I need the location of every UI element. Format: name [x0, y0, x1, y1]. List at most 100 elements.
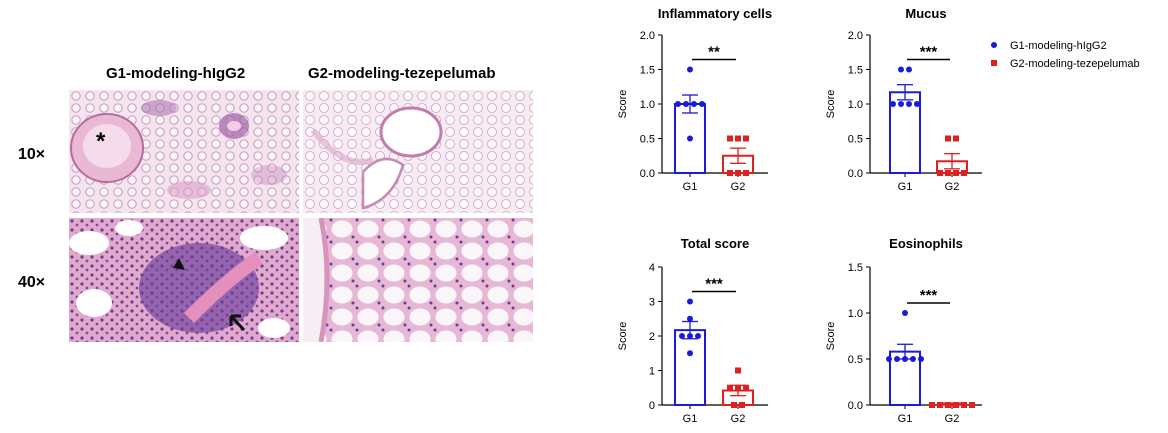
data-point-g2 [743, 135, 749, 142]
y-tick-label: 0.5 [848, 134, 863, 146]
y-tick-label: 1.0 [640, 99, 655, 111]
y-tick-label: 0.0 [640, 168, 655, 180]
data-point-g2 [953, 170, 959, 176]
significance-label: *** [920, 287, 938, 304]
data-point-g1 [687, 66, 693, 73]
column-title-g1: G1-modeling-hIgG2 [106, 65, 246, 82]
data-point-g1 [886, 356, 892, 362]
data-point-g1 [894, 356, 900, 362]
data-point-g1 [910, 356, 916, 362]
y-tick-label: 0.0 [848, 168, 863, 180]
y-tick-label: 0.5 [640, 134, 655, 146]
data-point-g2 [727, 384, 733, 391]
data-point-g2 [743, 384, 749, 391]
histology-image-g2-40x [303, 218, 533, 342]
y-axis-label: Score [825, 90, 837, 119]
data-point-g2 [929, 402, 935, 408]
y-tick-label: 2.0 [848, 30, 863, 42]
x-tick-label: G2 [731, 413, 746, 425]
y-axis-label: Score [825, 322, 837, 351]
data-point-g2 [735, 170, 741, 176]
data-point-g2 [937, 402, 943, 408]
data-point-g1 [679, 333, 685, 339]
significance-label: *** [920, 44, 938, 61]
data-point-g2 [969, 402, 975, 408]
data-point-g1 [918, 356, 924, 362]
data-point-g2 [735, 367, 741, 374]
y-tick-label: 0.5 [848, 354, 863, 366]
y-tick-label: 0 [649, 400, 655, 412]
y-tick-label: 1.5 [848, 65, 863, 77]
y-tick-label: 3 [649, 297, 655, 309]
data-point-g2 [953, 135, 959, 142]
y-tick-label: 1.0 [848, 308, 863, 320]
significance-label: *** [705, 276, 723, 293]
data-point-g2 [743, 170, 749, 176]
data-point-g1 [914, 101, 920, 107]
data-point-g1 [687, 315, 693, 322]
histology-image-g2-10x [303, 90, 533, 213]
row-label-40x: 40× [18, 274, 46, 291]
x-tick-label: G2 [945, 413, 960, 425]
y-tick-label: 4 [649, 262, 655, 274]
chart-title: Eosinophils [889, 236, 963, 251]
y-axis-label: Score [617, 90, 629, 119]
asterisk-marker: * [96, 128, 106, 155]
data-point-g2 [953, 402, 959, 408]
data-point-g2 [727, 170, 733, 176]
data-point-g1 [902, 310, 908, 316]
x-tick-label: G2 [945, 181, 960, 193]
y-axis-label: Score [617, 322, 629, 351]
y-tick-label: 0.0 [848, 400, 863, 412]
data-point-g2 [735, 384, 741, 391]
legend-marker-g1 [991, 42, 997, 48]
bar-g1 [674, 329, 706, 407]
data-point-g1 [699, 101, 705, 107]
data-point-g1 [898, 101, 904, 107]
y-tick-label: 1 [649, 366, 655, 378]
x-tick-label: G1 [898, 181, 913, 193]
data-point-g2 [961, 402, 967, 408]
data-point-g1 [687, 135, 693, 142]
data-point-g2 [961, 170, 967, 176]
data-point-g1 [687, 333, 693, 339]
data-point-g2 [945, 135, 951, 142]
legend-label: G1-modeling-hIgG2 [1010, 40, 1107, 52]
y-tick-label: 1.5 [848, 262, 863, 274]
histology-image-g1-10x: * [69, 90, 299, 213]
data-point-g2 [937, 170, 943, 176]
y-tick-label: 2 [649, 331, 655, 343]
significance-label: ** [708, 44, 720, 61]
data-point-g1 [687, 298, 693, 305]
y-tick-label: 2.0 [640, 30, 655, 42]
data-point-g2 [945, 170, 951, 176]
data-point-g1 [687, 350, 693, 357]
chart-title: Inflammatory cells [658, 6, 772, 21]
data-point-g1 [695, 333, 701, 339]
x-tick-label: G1 [898, 413, 913, 425]
column-title-g2: G2-modeling-tezepelumab [308, 65, 496, 82]
chart-title: Total score [681, 236, 749, 251]
x-tick-label: G1 [683, 413, 698, 425]
data-point-g1 [902, 356, 908, 362]
data-point-g1 [906, 101, 912, 107]
y-tick-label: 1.0 [848, 99, 863, 111]
data-point-g1 [691, 101, 697, 107]
data-point-g2 [731, 402, 737, 408]
row-label-10x: 10× [18, 146, 46, 163]
data-point-g1 [675, 101, 681, 107]
legend-label: G2-modeling-tezepelumab [1010, 58, 1140, 70]
data-point-g1 [683, 101, 689, 107]
x-tick-label: G2 [731, 181, 746, 193]
data-point-g1 [906, 66, 912, 73]
data-point-g2 [735, 135, 741, 142]
histology-image-g1-40x [69, 218, 299, 342]
data-point-g2 [739, 402, 745, 408]
data-point-g2 [727, 135, 733, 142]
data-point-g1 [890, 101, 896, 107]
data-point-g2 [945, 402, 951, 408]
y-tick-label: 1.5 [640, 65, 655, 77]
x-tick-label: G1 [683, 181, 698, 193]
data-point-g1 [898, 66, 904, 73]
